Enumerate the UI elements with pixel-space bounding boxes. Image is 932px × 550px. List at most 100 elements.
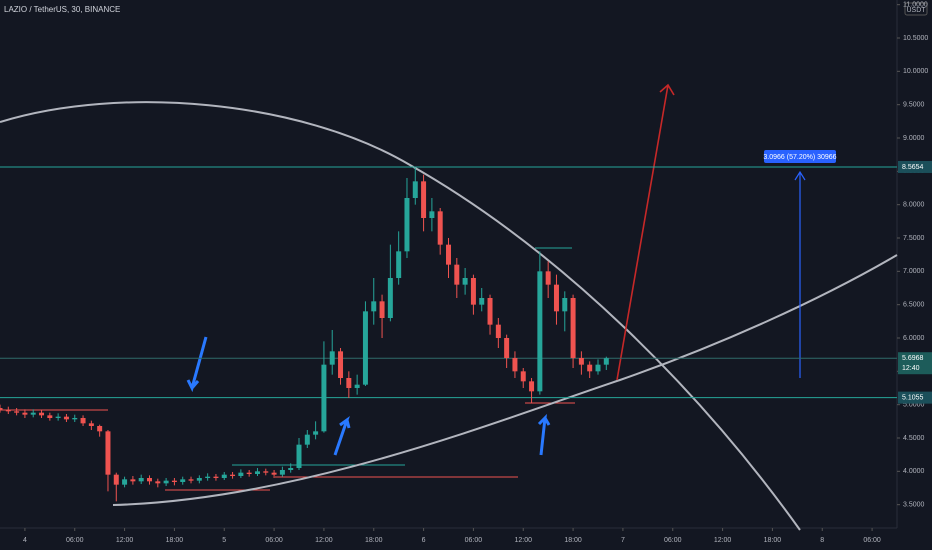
candle-body — [578, 358, 584, 365]
price-tag — [898, 160, 932, 173]
blue-arrow — [537, 413, 551, 456]
candle-body — [329, 351, 335, 365]
x-tick-label: 12:00 — [514, 537, 532, 544]
x-tick-label: 06:00 — [465, 537, 483, 544]
y-tick-label: 6.0000 — [903, 335, 925, 342]
price-tag-label: 5.6968 — [902, 355, 924, 362]
x-tick-label: 7 — [621, 537, 625, 544]
candle-body — [39, 412, 45, 416]
candle-body — [470, 278, 476, 305]
candle-body — [387, 278, 393, 318]
candle-body — [147, 478, 152, 482]
candle-body — [379, 301, 385, 318]
candle-body — [213, 476, 219, 478]
candle-body — [454, 264, 460, 285]
candle-body — [163, 480, 169, 484]
candle-body — [205, 476, 211, 478]
y-tick-label: 10.5000 — [903, 35, 928, 42]
candle-body — [55, 416, 61, 418]
candle-body — [180, 479, 186, 482]
candle-body — [279, 470, 285, 475]
candle-body — [97, 426, 103, 432]
candle-body — [196, 478, 202, 481]
y-tick-label: 7.0000 — [903, 268, 925, 275]
candle-body — [437, 211, 443, 245]
candle-body — [288, 468, 294, 470]
x-tick-label: 12:00 — [315, 537, 333, 544]
price-tag-label: 8.5654 — [902, 164, 924, 171]
price-tag — [898, 391, 932, 404]
candle-body — [512, 358, 518, 372]
y-tick-label: 9.5000 — [903, 102, 925, 109]
red-arrow — [616, 83, 675, 381]
candle-body — [72, 418, 78, 420]
candle-body — [30, 412, 36, 415]
candle-body — [487, 298, 493, 325]
candle-body — [0, 408, 3, 410]
measure-label: 3.0966 (57.20%) 30966 — [763, 154, 836, 161]
x-tick-label: 12:00 — [116, 537, 134, 544]
y-tick-label: 4.0000 — [903, 468, 925, 475]
measure-arrow — [794, 170, 806, 378]
candle-body — [587, 364, 593, 372]
x-tick-label: 06:00 — [863, 537, 881, 544]
arc-curve — [0, 101, 801, 531]
candle-body — [429, 211, 435, 218]
candle-body — [321, 364, 327, 432]
candle-body — [537, 271, 543, 392]
candle-body — [421, 181, 427, 218]
candle-body — [338, 351, 344, 378]
candle-body — [263, 471, 269, 473]
x-tick-label: 06:00 — [664, 537, 682, 544]
chart-title: LAZIO / TetherUS, 30, BINANCE — [4, 5, 120, 14]
measure-box — [764, 150, 836, 163]
candle-body — [504, 338, 510, 358]
y-tick-label: 6.5000 — [903, 302, 925, 309]
candle-body — [362, 311, 368, 385]
y-tick-label: 5.0000 — [903, 402, 925, 409]
y-tick-label: 7.5000 — [903, 235, 925, 242]
price-tag-label: 5.1055 — [902, 394, 924, 401]
x-tick-label: 06:00 — [265, 537, 283, 544]
candle-body — [130, 479, 136, 482]
x-tick-label: 18:00 — [166, 537, 184, 544]
candle-body — [396, 251, 402, 278]
x-tick-label: 5 — [222, 537, 226, 544]
x-tick-label: 18:00 — [764, 537, 782, 544]
price-tag — [898, 352, 932, 375]
candle-body — [562, 298, 568, 312]
candle-body — [304, 434, 310, 445]
candle-body — [113, 474, 119, 485]
x-tick-label: 4 — [23, 537, 27, 544]
candle-body — [371, 301, 377, 312]
candle-body — [238, 472, 244, 476]
candle-body — [271, 472, 277, 475]
candle-body — [346, 378, 352, 388]
candle-body — [138, 478, 144, 482]
candle-body — [595, 364, 601, 372]
candle-body — [221, 474, 227, 478]
currency: USDT — [906, 7, 926, 14]
candle-body — [105, 431, 111, 475]
currency-box — [904, 2, 928, 16]
x-tick-label: 6 — [422, 537, 426, 544]
candle-body — [80, 418, 86, 424]
blue-arrow — [333, 416, 351, 456]
candle-body — [171, 480, 177, 482]
countdown: 12:40 — [902, 365, 920, 372]
candle-body — [155, 481, 161, 484]
x-tick-label: 18:00 — [564, 537, 582, 544]
candle-body — [553, 284, 559, 312]
candle-body — [545, 271, 551, 285]
candle-body — [529, 381, 535, 392]
candle-body — [88, 423, 94, 426]
candle-body — [122, 479, 128, 485]
candle-body — [495, 324, 501, 338]
candle-body — [412, 181, 418, 198]
y-tick-label: 4.5000 — [903, 435, 925, 442]
candle-body — [354, 384, 360, 388]
x-tick-label: 8 — [820, 537, 824, 544]
candle-body — [230, 474, 236, 476]
